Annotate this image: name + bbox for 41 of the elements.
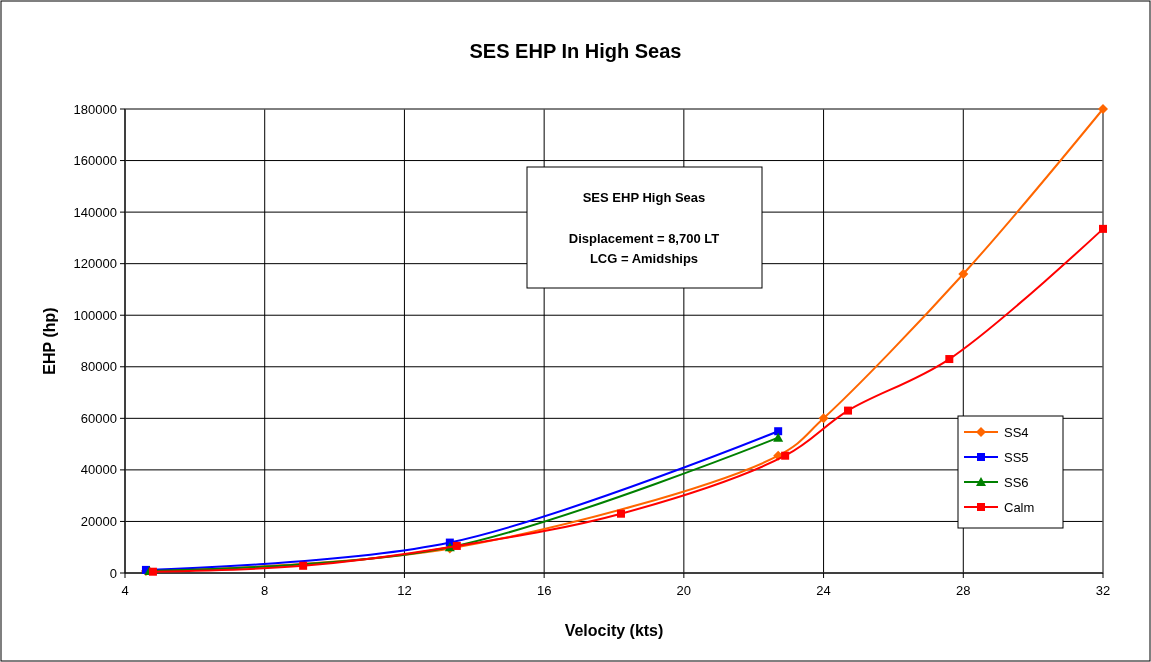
x-tick-label: 8 <box>261 583 269 598</box>
point <box>1099 224 1107 233</box>
x-tick-label: 32 <box>1095 583 1111 598</box>
y-tick-label: 100000 <box>73 307 117 323</box>
point <box>148 567 157 576</box>
y-tick-label: 40000 <box>80 462 117 478</box>
x-tick-label: 20 <box>676 583 692 598</box>
y-axis-title: EHP (hp) <box>41 307 58 375</box>
annotation: Displacement = 8,700 LT <box>568 231 720 246</box>
point <box>844 406 853 415</box>
x-axis-title: Velocity (kts) <box>564 622 664 639</box>
legend-label: SS6 <box>1004 474 1029 490</box>
point <box>945 355 954 364</box>
point <box>452 541 461 550</box>
y-tick-label: 140000 <box>73 204 117 220</box>
annotation: SES EHP High Seas <box>582 190 706 205</box>
chart-title: SES EHP In High Seas <box>469 40 682 62</box>
point <box>774 427 783 436</box>
point <box>781 451 790 460</box>
point <box>958 268 969 279</box>
point <box>616 509 625 518</box>
legend-label: SS4 <box>1004 424 1029 440</box>
x-tick-label: 28 <box>956 583 971 598</box>
x-tick-label: 12 <box>397 583 412 598</box>
x-tick-label: 4 <box>121 583 129 598</box>
annotation: LCG = Amidships <box>589 251 699 266</box>
point <box>299 561 308 570</box>
y-tick-label: 0 <box>109 565 117 581</box>
point <box>1098 104 1108 114</box>
y-tick-label: 160000 <box>73 153 117 169</box>
y-tick-label: 120000 <box>73 256 117 272</box>
y-tick-label: 60000 <box>80 410 117 426</box>
legend-label: SS5 <box>1004 449 1029 465</box>
y-tick-label: 180000 <box>73 101 117 117</box>
legend-label: Calm <box>1004 499 1035 515</box>
x-tick-label: 16 <box>536 583 552 598</box>
y-tick-label: 20000 <box>80 513 117 529</box>
x-tick-label: 24 <box>816 583 831 598</box>
point <box>773 432 784 442</box>
point <box>818 413 829 424</box>
y-tick-label: 80000 <box>80 359 117 375</box>
